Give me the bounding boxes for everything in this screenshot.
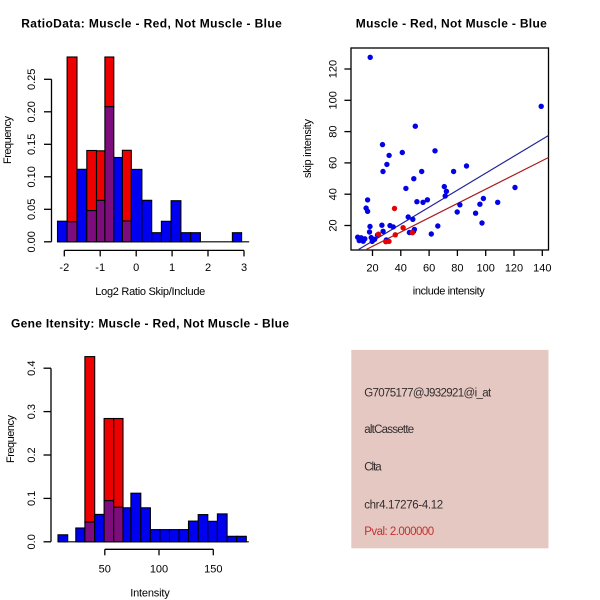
svg-text:Muscle - Red, Not Muscle - Blu: Muscle - Red, Not Muscle - Blue [356,17,547,31]
svg-text:Clta: Clta [364,461,382,473]
svg-text:0.25: 0.25 [26,69,38,90]
svg-text:20: 20 [366,262,378,274]
svg-text:Gene Itensity: Muscle - Red, N: Gene Itensity: Muscle - Red, Not Muscle … [11,316,289,330]
svg-text:0.10: 0.10 [26,166,38,187]
svg-text:3: 3 [241,262,247,274]
svg-text:40: 40 [327,188,339,200]
svg-text:100: 100 [150,564,168,576]
svg-text:Log2 Ratio Skip/Include: Log2 Ratio Skip/Include [95,286,205,298]
svg-text:80: 80 [451,262,463,274]
svg-text:-2: -2 [59,262,69,274]
svg-text:50: 50 [99,564,111,576]
svg-text:RatioData: Muscle - Red, Not M: RatioData: Muscle - Red, Not Muscle - Bl… [21,17,282,31]
svg-text:100: 100 [327,91,339,109]
svg-text:0.20: 0.20 [26,101,38,122]
svg-text:100: 100 [477,262,495,274]
svg-text:0.4: 0.4 [26,361,38,376]
svg-text:0.0: 0.0 [26,534,38,549]
svg-text:0.2: 0.2 [26,447,38,462]
svg-text:Frequency: Frequency [5,415,17,464]
svg-text:Frequency: Frequency [2,116,14,165]
svg-text:0.05: 0.05 [26,199,38,220]
svg-text:120: 120 [505,262,523,274]
svg-text:60: 60 [423,262,435,274]
svg-text:1: 1 [169,262,175,274]
svg-text:G7075177@J932921@i_at: G7075177@J932921@i_at [364,388,492,400]
svg-text:0.1: 0.1 [26,491,38,506]
svg-text:150: 150 [204,564,222,576]
svg-text:0.15: 0.15 [26,134,38,155]
svg-text:0: 0 [133,262,139,274]
svg-text:include intensity: include intensity [413,286,486,298]
svg-text:2: 2 [205,262,211,274]
svg-text:80: 80 [327,125,339,137]
svg-text:140: 140 [533,262,551,274]
svg-text:20: 20 [327,219,339,231]
svg-text:skip intensity: skip intensity [302,119,314,179]
svg-text:120: 120 [327,60,339,78]
svg-text:0.00: 0.00 [26,231,38,252]
svg-text:Pval: 2.000000: Pval: 2.000000 [364,526,434,538]
svg-text:Intensity: Intensity [130,587,170,599]
svg-text:altCassette: altCassette [364,424,414,436]
svg-text:chr4.17276-4.12: chr4.17276-4.12 [364,499,443,511]
svg-text:40: 40 [395,262,407,274]
svg-text:-1: -1 [95,262,105,274]
svg-text:0.3: 0.3 [26,404,38,419]
svg-text:60: 60 [327,157,339,169]
